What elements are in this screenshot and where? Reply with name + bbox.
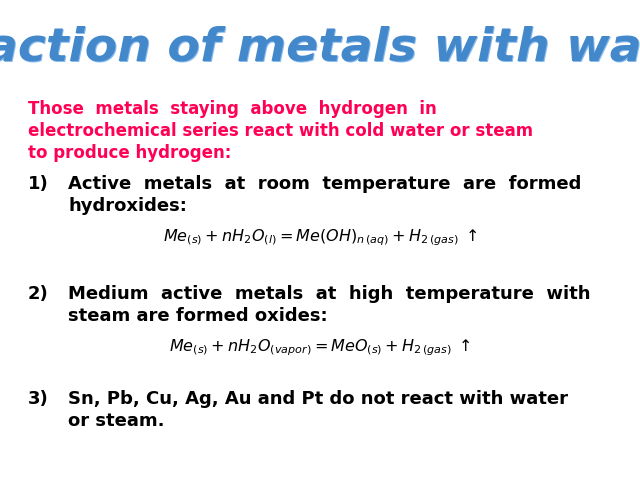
Text: $\mathit{Me}_{(s)} + nH_2O_{(l)} = \mathit{Me}(OH)_{n\,(aq)} + H_{2\,(gas)}\;\up: $\mathit{Me}_{(s)} + nH_2O_{(l)} = \math… xyxy=(163,227,477,248)
Text: $\mathit{Me}_{(s)} + nH_2O_{(vapor)} = \mathit{Me}O_{(s)} + H_{2\,(gas)}\;\uparr: $\mathit{Me}_{(s)} + nH_2O_{(vapor)} = \… xyxy=(169,337,471,358)
Text: Sn, Pb, Cu, Ag, Au and Pt do not react with water: Sn, Pb, Cu, Ag, Au and Pt do not react w… xyxy=(68,390,568,408)
Text: 1): 1) xyxy=(28,175,49,193)
Text: or steam.: or steam. xyxy=(68,412,164,430)
Text: Medium  active  metals  at  high  temperature  with: Medium active metals at high temperature… xyxy=(68,285,591,303)
Text: Those  metals  staying  above  hydrogen  in: Those metals staying above hydrogen in xyxy=(28,100,436,118)
Text: 3): 3) xyxy=(28,390,49,408)
Text: hydroxides:: hydroxides: xyxy=(68,197,187,215)
Text: Reaction of metals with water: Reaction of metals with water xyxy=(0,26,640,72)
Text: Reaction of metals with water: Reaction of metals with water xyxy=(0,25,640,71)
Text: Active  metals  at  room  temperature  are  formed: Active metals at room temperature are fo… xyxy=(68,175,581,193)
Text: steam are formed oxides:: steam are formed oxides: xyxy=(68,307,328,325)
Text: electrochemical series react with cold water or steam: electrochemical series react with cold w… xyxy=(28,122,533,140)
Text: to produce hydrogen:: to produce hydrogen: xyxy=(28,144,232,162)
Text: 2): 2) xyxy=(28,285,49,303)
